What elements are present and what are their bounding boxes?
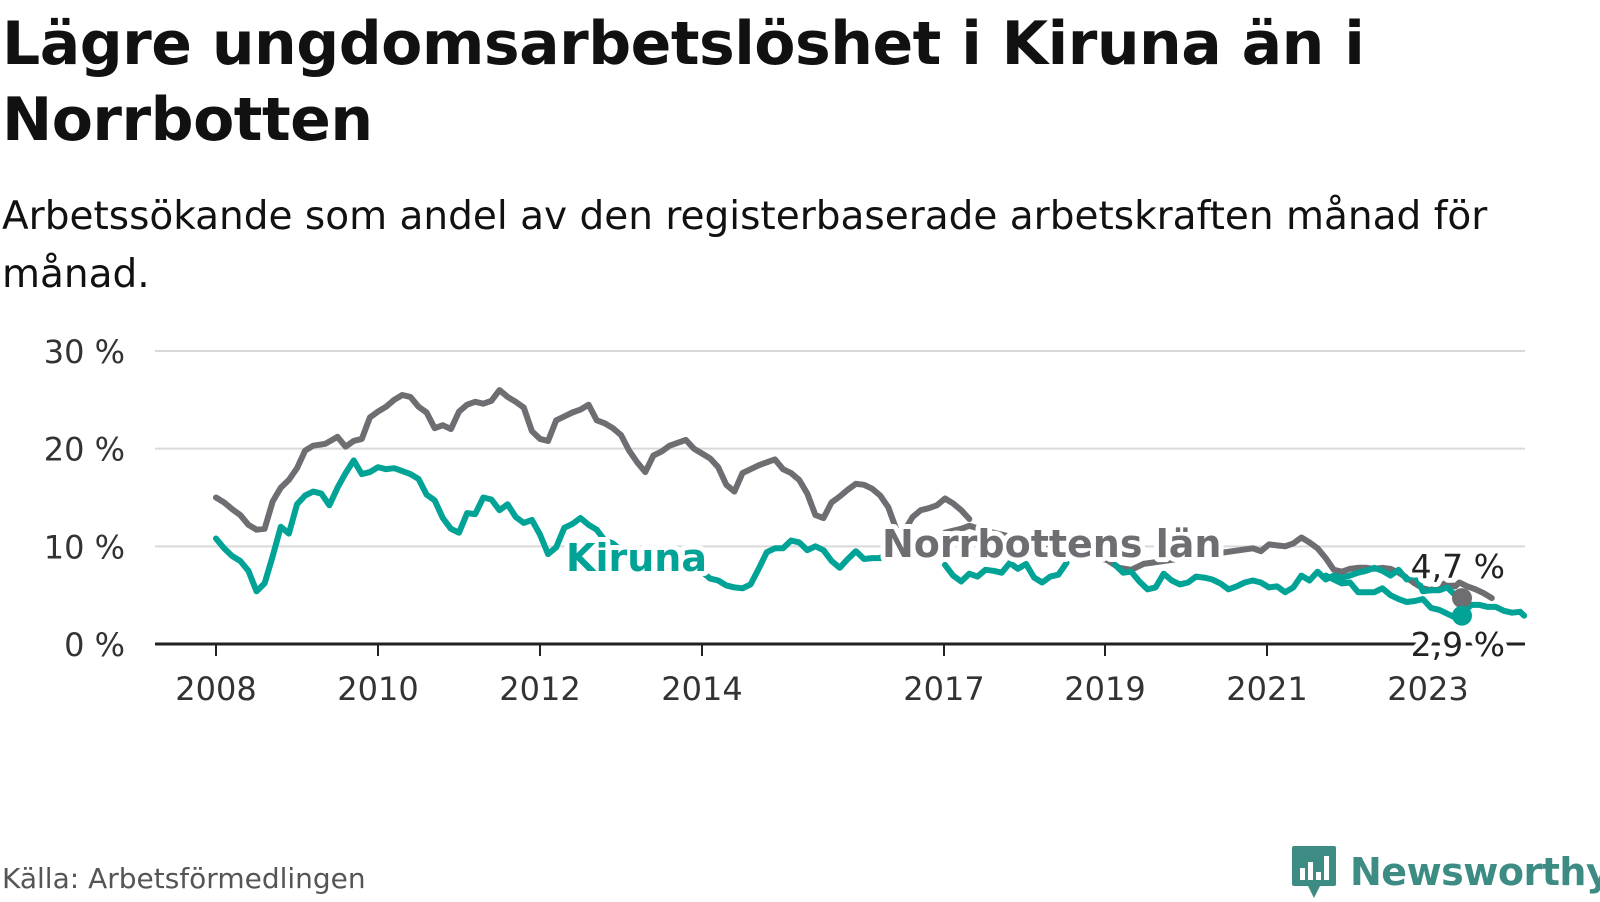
- x-tick-label: 2023: [1387, 670, 1468, 708]
- kiruna-line-segment: [699, 537, 900, 592]
- y-tick-label: 30 %: [44, 333, 125, 371]
- x-tick-label: 2012: [499, 670, 580, 708]
- kiruna-line-segment: [942, 559, 1070, 586]
- norrbotten-label: Norrbottens län: [882, 522, 1221, 566]
- line-chart: 0 % 10 % 20 % 30 % 2008 2010 2012 2014 2017 2019…: [44, 333, 1528, 708]
- kiruna-end-label-halo: 2,9 %: [1411, 625, 1505, 664]
- x-tick-label: 2021: [1226, 670, 1307, 708]
- kiruna-line-segment: [1322, 572, 1528, 621]
- x-axis-ticks: 2008 2010 2012 2014 2017 2019 2021 2023: [175, 644, 1469, 708]
- series-lines: [213, 387, 1528, 626]
- y-axis-ticks: 0 % 10 % 20 % 30 %: [44, 333, 125, 664]
- norrbotten-line-segment: [213, 387, 973, 534]
- x-tick-label: 2008: [175, 670, 256, 708]
- y-tick-label: 10 %: [44, 528, 125, 566]
- newsworthy-logo-icon: [1292, 846, 1336, 898]
- x-tick-label: 2019: [1064, 670, 1145, 708]
- source-note: Källa: Arbetsförmedlingen: [2, 862, 366, 895]
- norrbotten-end-label: 4,7 %: [1411, 547, 1505, 586]
- kiruna-line-segment: [1112, 561, 1467, 603]
- kiruna-label-halo: Kiruna: [566, 536, 707, 580]
- x-tick-label: 2010: [337, 670, 418, 708]
- kiruna-end-point: [1452, 605, 1472, 626]
- x-tick-label: 2017: [903, 670, 984, 708]
- y-tick-label: 20 %: [44, 431, 125, 469]
- gridlines: [155, 350, 1525, 646]
- kiruna-end-label: 2,9 %: [1411, 625, 1505, 664]
- kiruna-line-segment: [213, 457, 624, 595]
- chart-subtitle: Arbetssökande som andel av den registerb…: [2, 194, 1488, 297]
- norrbotten-label-halo: Norrbottens län: [882, 522, 1221, 566]
- chart-title: Lägre ungdomsarbetslöshet i Kiruna än i …: [2, 9, 1365, 155]
- brand-logo: Newsworthy: [1290, 842, 1600, 902]
- norrbotten-line-segment: [942, 522, 1495, 602]
- norrbotten-end-label-halo: 4,7 %: [1411, 547, 1505, 586]
- norrbotten-end-point: [1452, 588, 1472, 609]
- y-tick-label: 0 %: [64, 626, 125, 664]
- x-tick-label: 2014: [661, 670, 742, 708]
- brand-name: Newsworthy: [1350, 850, 1600, 894]
- kiruna-label: Kiruna: [566, 536, 707, 580]
